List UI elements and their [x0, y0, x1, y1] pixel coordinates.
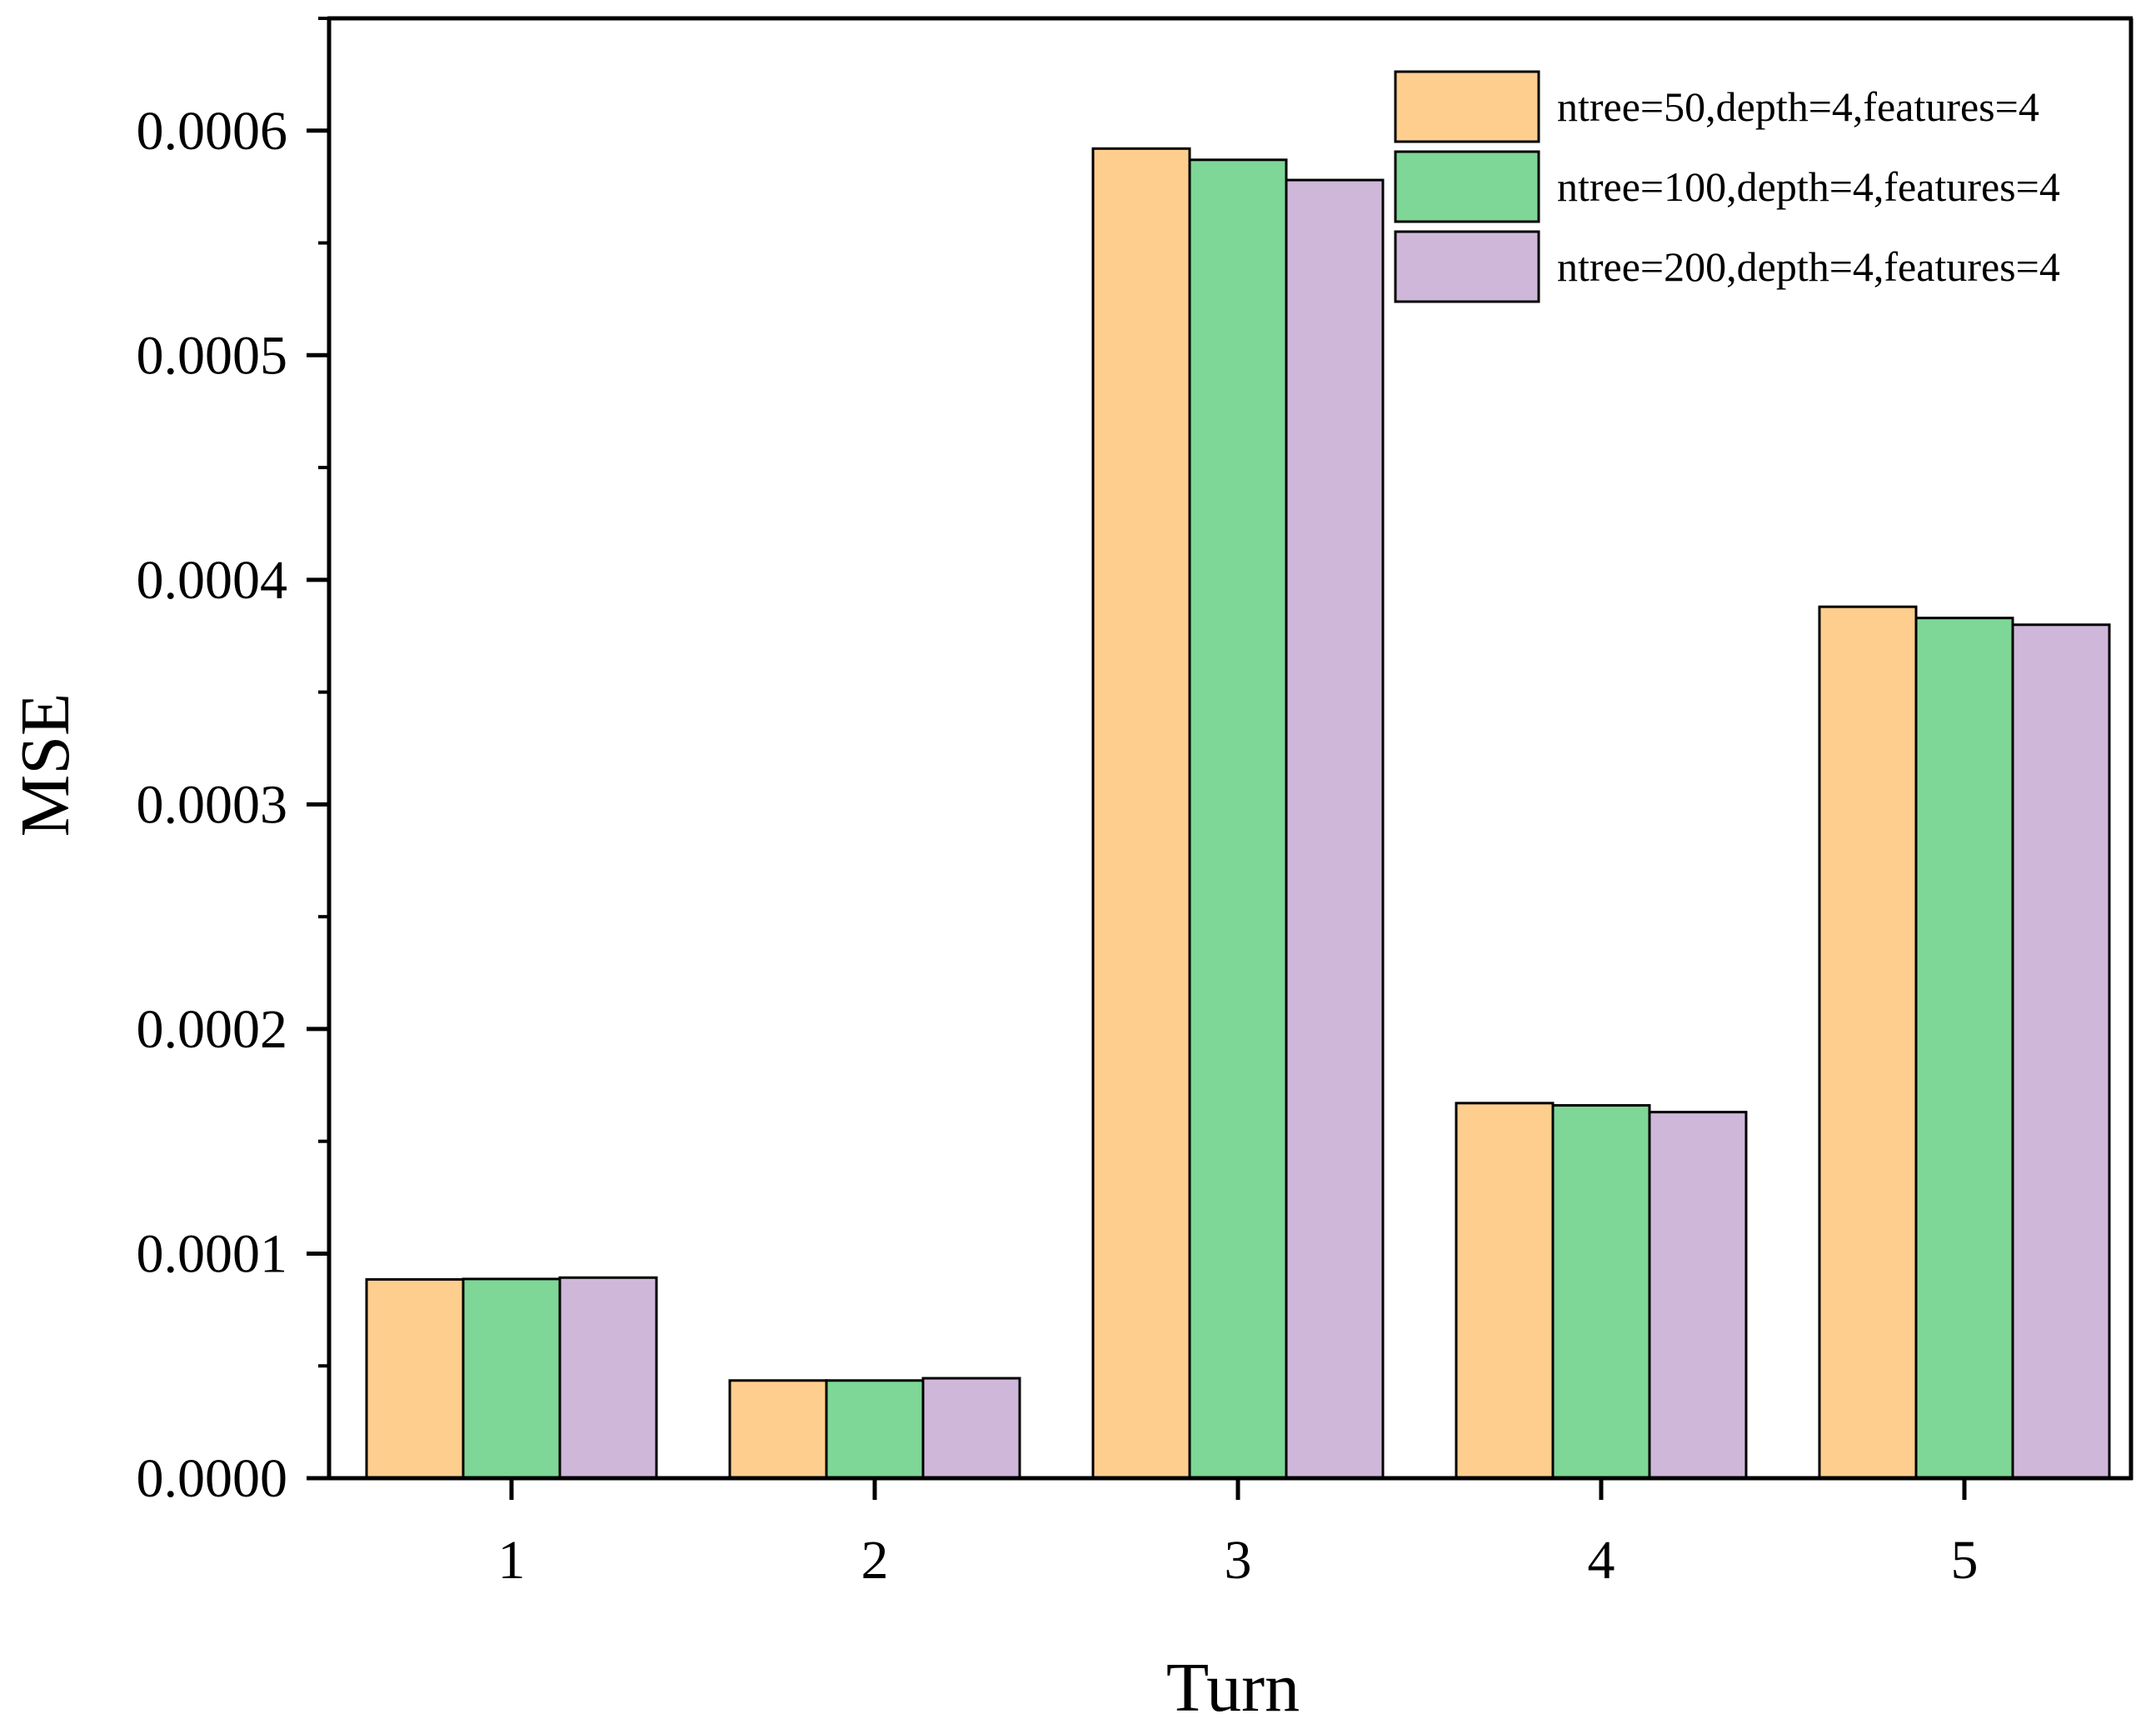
- y-tick-label: 0.0005: [137, 325, 288, 386]
- legend-label-3: ntree=200,depth=4,features=4: [1557, 243, 2060, 290]
- x-tick-label: 4: [1588, 1530, 1615, 1591]
- bar-turn-1-series-1: [365, 1277, 465, 1480]
- bar-turn-2-series-1: [728, 1379, 828, 1480]
- y-axis-title: MSE: [7, 693, 84, 837]
- legend: ntree=50,depth=4,features=4 ntree=100,dep…: [1394, 70, 2060, 303]
- y-tick-label: 0.0001: [137, 1223, 288, 1284]
- axes-group: [327, 16, 2134, 1481]
- bar-turn-3-series-3: [1285, 178, 1385, 1480]
- x-tick-label: 1: [498, 1530, 526, 1591]
- bar-turn-5-series-1: [1818, 605, 1918, 1480]
- legend-swatch-3: [1394, 230, 1540, 303]
- y-tick-label: 0.0000: [137, 1448, 288, 1509]
- bar-turn-4-series-1: [1455, 1102, 1555, 1480]
- legend-label-1: ntree=50,depth=4,features=4: [1557, 83, 2039, 130]
- bar-turn-5-series-2: [1914, 617, 2014, 1480]
- bar-turn-2-series-2: [825, 1379, 925, 1480]
- y-tick-label: 0.0004: [137, 550, 288, 611]
- x-axis-title: Turn: [1166, 1649, 1300, 1724]
- legend-label-2: ntree=100,depth=4,features=4: [1557, 163, 2060, 210]
- y-tick-label: 0.0006: [137, 101, 288, 162]
- bar-turn-1-series-3: [558, 1276, 658, 1480]
- x-tick-label: 2: [861, 1530, 889, 1591]
- bar-turn-1-series-2: [462, 1277, 561, 1480]
- bars-group: [365, 147, 2111, 1480]
- y-ticks-group: 0.0000 0.0001 0.0002 0.0003 0.0004 0.0005 0.00…: [137, 17, 329, 1509]
- bar-turn-4-series-2: [1551, 1104, 1651, 1480]
- legend-swatch-2: [1394, 150, 1540, 223]
- bar-turn-2-series-3: [921, 1377, 1021, 1480]
- x-ticks-group: 1 2 3 4 5: [498, 1478, 1979, 1591]
- bar-turn-3-series-2: [1188, 158, 1288, 1480]
- bar-turn-3-series-1: [1091, 147, 1191, 1480]
- bar-turn-4-series-3: [1648, 1111, 1748, 1480]
- y-tick-label: 0.0003: [137, 774, 288, 835]
- legend-swatch-1: [1394, 70, 1540, 143]
- y-tick-label: 0.0002: [137, 999, 288, 1060]
- bar-turn-5-series-3: [2011, 623, 2111, 1480]
- x-tick-label: 5: [1951, 1530, 1979, 1591]
- x-tick-label: 3: [1225, 1530, 1252, 1591]
